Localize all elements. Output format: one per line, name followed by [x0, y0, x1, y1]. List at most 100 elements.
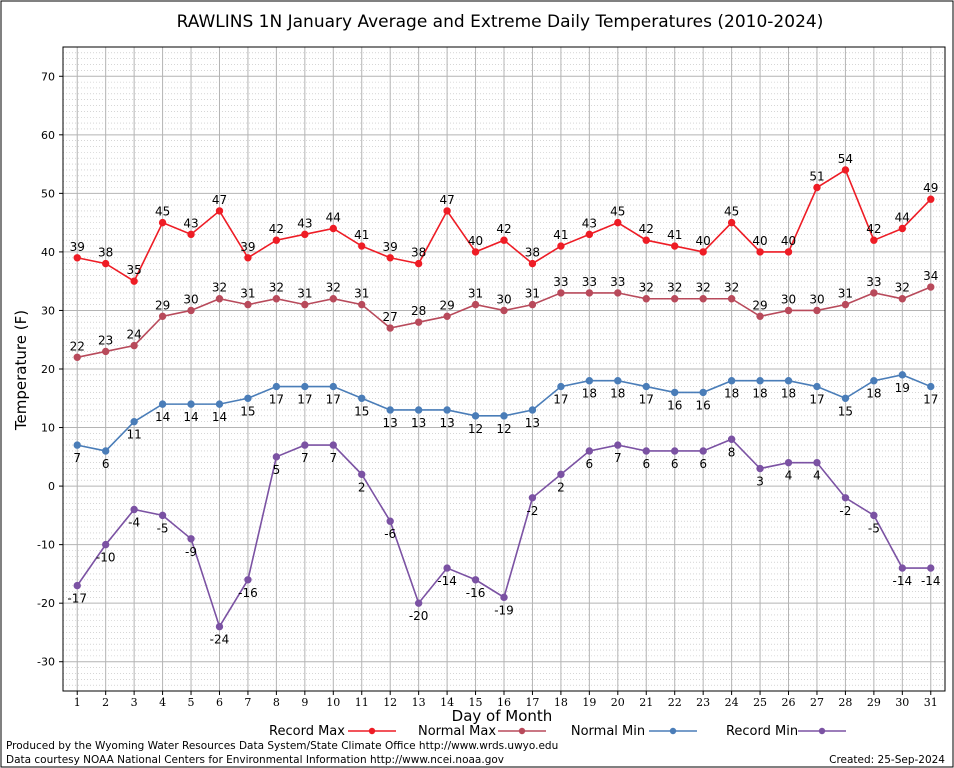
normal-min-data-label: 13: [383, 416, 398, 430]
record-min-point: [386, 517, 394, 525]
normal-max-data-label: 31: [525, 287, 540, 301]
y-tick-label: 60: [41, 129, 55, 142]
record-min-data-label: -9: [185, 545, 197, 559]
normal-min-data-label: 17: [809, 393, 824, 407]
normal-max-point: [756, 312, 764, 321]
normal-min-data-label: 15: [354, 404, 369, 418]
x-tick-label: 31: [924, 696, 938, 709]
normal-min-point: [614, 377, 622, 385]
x-tick-label: 20: [611, 696, 625, 709]
record-min-data-label: -5: [868, 521, 880, 535]
record-max-point: [101, 259, 110, 268]
normal-min-data-label: 12: [468, 422, 483, 436]
normal-max-point: [898, 295, 907, 303]
series-group: [73, 166, 935, 631]
x-tick-label: 22: [668, 696, 682, 709]
record-max-data-label: 43: [297, 216, 312, 230]
normal-max-point: [585, 289, 594, 297]
normal-max-point: [272, 295, 281, 303]
record-min-data-label: -14: [437, 574, 457, 588]
normal-min-data-label: 18: [582, 387, 597, 401]
normal-max-data-label: 32: [269, 281, 284, 295]
record-min-point: [927, 564, 935, 572]
normal-min-point: [841, 394, 850, 402]
record-min-point: [870, 511, 878, 520]
normal-min-data-label: 12: [496, 422, 511, 436]
record-min-data-label: 6: [671, 457, 679, 471]
record-max-point: [557, 242, 565, 250]
normal-max-data-label: 32: [895, 281, 910, 295]
x-axis-title: Day of Month: [452, 707, 553, 725]
normal-min-point: [813, 382, 821, 391]
normal-min-point: [898, 371, 907, 379]
normal-max-point: [301, 300, 309, 309]
record-max-data-label: 40: [781, 234, 796, 248]
normal-max-point: [784, 306, 793, 315]
record-min-point: [642, 447, 650, 455]
record-min-data-label: 6: [699, 457, 707, 471]
normal-max-data-label: 32: [212, 281, 227, 295]
record-max-point: [301, 230, 309, 239]
legend-swatch-marker-record-max: [368, 727, 376, 735]
y-tick-label: 70: [41, 70, 55, 83]
normal-min-point: [528, 406, 537, 414]
x-tick-label: 18: [554, 696, 568, 709]
normal-min-data-label: 18: [781, 387, 796, 401]
record-min-data-label: -5: [157, 521, 169, 535]
record-max-data-label: 41: [553, 228, 568, 242]
record-min-data-label: 5: [273, 463, 281, 477]
normal-max-point: [187, 306, 195, 315]
record-min-point: [73, 581, 81, 590]
normal-max-data-label: 29: [155, 298, 170, 312]
normal-min-point: [301, 382, 309, 391]
normal-max-data-label: 32: [639, 281, 654, 295]
normal-max-data-label: 30: [781, 292, 796, 306]
record-min-data-label: -6: [384, 527, 396, 541]
record-max-data-label: 39: [383, 240, 398, 254]
record-max-data-label: 42: [866, 222, 881, 236]
normal-min-point: [130, 417, 138, 426]
normal-min-data-label: 13: [525, 416, 540, 430]
record-min-point: [272, 453, 281, 461]
normal-max-point: [358, 300, 366, 309]
legend-label-record-max: Record Max: [269, 724, 345, 739]
record-min-data-label: 4: [813, 469, 821, 483]
record-max-data-label: 44: [895, 210, 910, 224]
x-tick-label: 19: [582, 696, 596, 709]
record-max-point: [73, 254, 81, 262]
record-max-data-label: 39: [240, 240, 255, 254]
normal-max-point: [73, 353, 81, 361]
record-min-data-label: 4: [785, 469, 793, 483]
record-min-data-label: 7: [301, 451, 309, 465]
normal-max-data-label: 31: [240, 287, 255, 301]
normal-max-data-label: 28: [411, 304, 426, 318]
record-min-point: [727, 435, 736, 443]
normal-min-data-label: 14: [212, 410, 227, 424]
normal-min-data-label: 16: [696, 398, 711, 412]
x-tick-label: 9: [301, 696, 308, 709]
normal-min-data-label: 13: [439, 416, 454, 430]
x-tick-label: 27: [810, 696, 824, 709]
x-tick-label: 15: [469, 696, 483, 709]
record-max-data-label: 35: [126, 263, 141, 277]
record-max-point: [784, 248, 793, 256]
record-min-data-label: 6: [642, 457, 650, 471]
normal-max-data-label: 32: [326, 281, 341, 295]
record-min-point: [557, 470, 565, 479]
normal-min-point: [272, 382, 281, 391]
normal-max-point: [414, 318, 423, 326]
record-max-point: [813, 183, 821, 192]
normal-min-data-label: 18: [724, 387, 739, 401]
x-tick-label: 21: [639, 696, 653, 709]
record-max-data-label: 40: [468, 234, 483, 248]
record-max-data-label: 42: [269, 222, 284, 236]
legend: Record Max Normal Max Normal Min Record Min: [269, 724, 846, 739]
record-max-data-label: 43: [183, 216, 198, 230]
record-max-point: [927, 195, 935, 203]
footer-data-courtesy: Data courtesy NOAA National Centers for …: [6, 754, 504, 766]
normal-min-point: [215, 400, 224, 408]
x-tick-label: 29: [867, 696, 881, 709]
y-tick-label: 10: [41, 422, 55, 435]
record-max-data-label: 43: [582, 216, 597, 230]
